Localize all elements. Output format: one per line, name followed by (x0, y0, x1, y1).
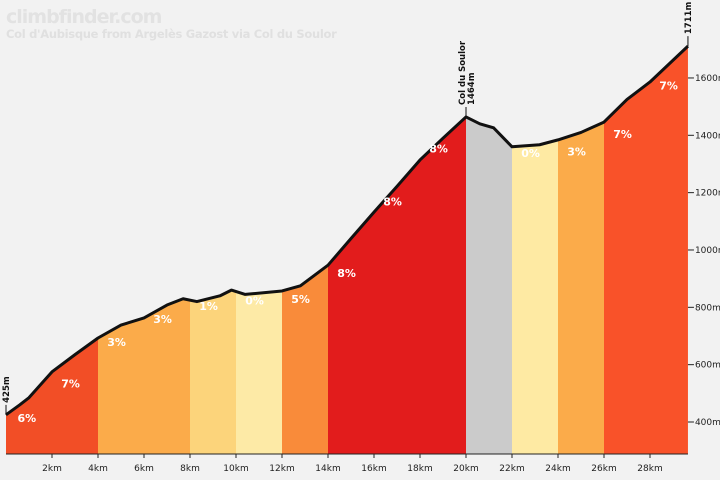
gradient-label: 0% (521, 147, 540, 160)
x-tick-label: 8km (180, 464, 200, 474)
gradient-label: 7% (659, 79, 678, 92)
annotation-label: 425m (2, 376, 12, 403)
x-tick-label: 22km (499, 464, 524, 474)
x-tick-label: 28km (637, 464, 662, 474)
gradient-segment (98, 298, 190, 454)
y-tick-label: 800m (695, 303, 720, 313)
x-tick-label: 14km (315, 464, 340, 474)
y-tick-label: 400m (695, 418, 720, 428)
gradient-label: 8% (337, 267, 356, 280)
gradient-label: 8% (429, 143, 448, 156)
gradient-label: 3% (153, 313, 172, 326)
x-tick-label: 4km (88, 464, 108, 474)
gradient-label: 6% (18, 412, 37, 425)
x-tick-label: 26km (591, 464, 616, 474)
gradient-segment (604, 46, 688, 455)
x-tick-label: 10km (223, 464, 248, 474)
brand-logo: climbfinder.com (6, 6, 162, 28)
gradient-label: 8% (383, 196, 402, 209)
x-tick-label: 16km (361, 464, 386, 474)
gradient-label: 3% (107, 336, 126, 349)
gradient-segment (328, 116, 466, 454)
gradient-segment (558, 122, 604, 454)
gradient-segment (190, 290, 236, 454)
gradient-segment (6, 337, 98, 454)
gradient-segment (466, 116, 512, 454)
y-tick-label: 1200m (695, 189, 720, 199)
x-tick-label: 6km (134, 464, 154, 474)
gradient-label: 3% (567, 145, 586, 158)
annotation-label: Col du Soulor1464m (458, 40, 477, 105)
gradient-label: 1% (199, 300, 218, 313)
y-tick-label: 1000m (695, 246, 720, 256)
chart-subtitle: Col d'Aubisque from Argelès Gazost via C… (6, 27, 337, 41)
y-tick-label: 1600m (695, 74, 720, 84)
x-tick-label: 18km (407, 464, 432, 474)
profile-line (5, 45, 689, 417)
gradient-segment (236, 290, 282, 454)
gradient-label: 0% (245, 294, 264, 307)
gradient-label: 7% (61, 378, 80, 391)
x-tick-label: 20km (453, 464, 478, 474)
annotation-label: 1711m (684, 1, 694, 34)
gradient-label: 7% (613, 128, 632, 141)
x-tick-label: 24km (545, 464, 570, 474)
x-tick-label: 12km (269, 464, 294, 474)
gradient-label: 5% (291, 293, 310, 306)
gradient-segment (512, 139, 558, 454)
y-tick-label: 600m (695, 361, 720, 371)
x-tick-label: 2km (42, 464, 62, 474)
gradient-segment (282, 265, 328, 454)
y-tick-label: 1400m (695, 131, 720, 141)
